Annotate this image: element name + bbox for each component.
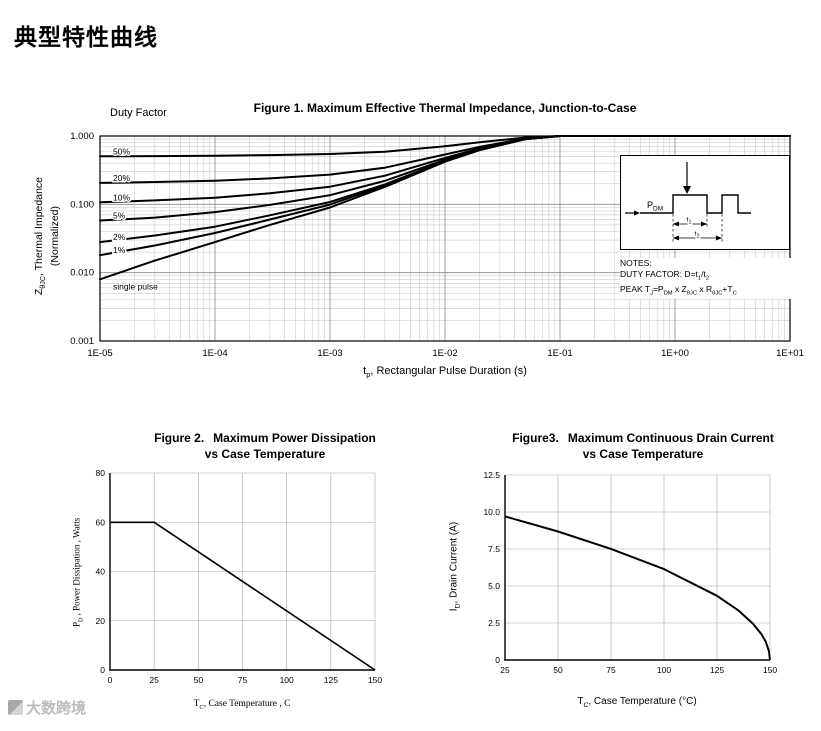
svg-text:7.5: 7.5 bbox=[488, 544, 500, 554]
svg-text:1E-05: 1E-05 bbox=[87, 348, 112, 359]
figure3-label: Figure3. bbox=[512, 431, 559, 445]
svg-text:1%: 1% bbox=[113, 245, 126, 255]
svg-text:single pulse: single pulse bbox=[113, 281, 158, 291]
figure2-y-axis-label: PD , Power Dissipation , Watts bbox=[71, 517, 85, 628]
svg-text:10%: 10% bbox=[113, 192, 130, 202]
svg-text:100: 100 bbox=[280, 675, 294, 685]
t2-label: t2 bbox=[694, 231, 699, 240]
svg-text:150: 150 bbox=[368, 675, 382, 685]
svg-text:10.0: 10.0 bbox=[483, 507, 500, 517]
figure1-x-axis-label: tp, Rectangular Pulse Duration (s) bbox=[363, 365, 527, 380]
svg-text:100: 100 bbox=[657, 665, 671, 675]
svg-text:1E-03: 1E-03 bbox=[317, 348, 342, 359]
svg-text:1.000: 1.000 bbox=[70, 131, 94, 142]
svg-text:50: 50 bbox=[194, 675, 204, 685]
t2-arrowhead bbox=[673, 235, 679, 241]
waveform-inset: PDM t1 t2 bbox=[620, 155, 790, 250]
svg-text:12.5: 12.5 bbox=[483, 470, 500, 480]
svg-text:20: 20 bbox=[96, 616, 106, 626]
svg-text:5.0: 5.0 bbox=[488, 581, 500, 591]
pulse-waveform-diagram: PDM t1 t2 bbox=[625, 162, 751, 244]
notes-title: NOTES: bbox=[620, 258, 652, 268]
svg-text:0: 0 bbox=[108, 675, 113, 685]
fig3-plot: 25 50 75 100 125 150 0 2.5 5.0 7.5 10.0 12.5 bbox=[483, 470, 777, 675]
time-axis-arrowhead bbox=[634, 210, 640, 216]
figure3-x-axis-label: TC, Case Temperature (°C) bbox=[577, 696, 697, 709]
power-arrowhead bbox=[683, 186, 691, 194]
figure1-y-axis-label: ZθJC, Thermal Impedance (Normalized) bbox=[32, 176, 62, 296]
watermark-logo-icon bbox=[8, 700, 23, 715]
svg-text:75: 75 bbox=[238, 675, 248, 685]
page-title: 典型特性曲线 bbox=[14, 25, 158, 50]
svg-text:50%: 50% bbox=[113, 146, 130, 156]
figure1-notes: NOTES: DUTY FACTOR: D=t1/t2 PEAK TJ=PDM … bbox=[620, 258, 810, 299]
svg-text:5%: 5% bbox=[113, 210, 126, 220]
svg-text:1E-01: 1E-01 bbox=[547, 348, 572, 359]
notes-duty-factor: DUTY FACTOR: D=t1/t2 bbox=[620, 268, 710, 282]
svg-text:1E-02: 1E-02 bbox=[432, 348, 457, 359]
svg-text:20%: 20% bbox=[113, 173, 130, 183]
duty-factor-label: Duty Factor bbox=[110, 107, 167, 119]
svg-text:1E+01: 1E+01 bbox=[776, 348, 804, 359]
svg-text:75: 75 bbox=[606, 665, 616, 675]
figure3-title: Figure3. Maximum Continuous Drain Current… bbox=[512, 431, 774, 461]
figure2-x-axis-label: TC, Case Temperature , C bbox=[193, 699, 291, 711]
svg-text:0.100: 0.100 bbox=[70, 199, 94, 210]
svg-text:1E-04: 1E-04 bbox=[202, 348, 227, 359]
figure1-title: Figure 1. Maximum Effective Thermal Impe… bbox=[253, 101, 637, 115]
svg-text:125: 125 bbox=[324, 675, 338, 685]
svg-text:0.001: 0.001 bbox=[70, 336, 94, 347]
pulse-train bbox=[640, 194, 751, 214]
svg-text:40: 40 bbox=[96, 567, 106, 577]
watermark: 大数跨境 bbox=[8, 697, 86, 718]
t1-label: t1 bbox=[686, 217, 691, 226]
svg-text:0: 0 bbox=[100, 665, 105, 675]
notes-peak-tj: PEAK TJ=PDM x ZθJC x RθJC+TC bbox=[620, 283, 737, 297]
figure2-label: Figure 2. bbox=[154, 431, 205, 445]
svg-text:0: 0 bbox=[495, 655, 500, 665]
svg-text:150: 150 bbox=[763, 665, 777, 675]
fig2-plot: 0 25 50 75 100 125 150 0 20 40 60 80 bbox=[96, 468, 383, 685]
t2-arrowhead bbox=[716, 235, 722, 241]
svg-text:80: 80 bbox=[96, 468, 106, 478]
pdm-label: PDM bbox=[647, 200, 663, 213]
svg-text:1E+00: 1E+00 bbox=[661, 348, 689, 359]
t1-arrowhead bbox=[673, 221, 679, 227]
svg-text:2%: 2% bbox=[113, 232, 126, 242]
svg-text:50: 50 bbox=[553, 665, 563, 675]
svg-text:25: 25 bbox=[149, 675, 159, 685]
figure2-title: Figure 2. Maximum Power Dissipation vs Ca… bbox=[154, 431, 376, 461]
figure3-y-axis-label: ID, Drain Current (A) bbox=[448, 521, 462, 612]
svg-text:25: 25 bbox=[500, 665, 510, 675]
watermark-text: 大数跨境 bbox=[26, 700, 87, 717]
svg-text:60: 60 bbox=[96, 517, 106, 527]
svg-text:125: 125 bbox=[710, 665, 724, 675]
t1-arrowhead bbox=[701, 221, 707, 227]
svg-text:0.010: 0.010 bbox=[70, 268, 94, 279]
svg-text:2.5: 2.5 bbox=[488, 618, 500, 628]
